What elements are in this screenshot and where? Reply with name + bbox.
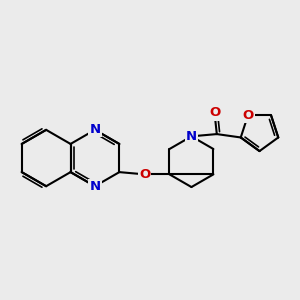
Text: O: O (242, 109, 253, 122)
Text: O: O (209, 106, 220, 119)
Text: N: N (89, 180, 100, 193)
Text: O: O (139, 168, 150, 181)
Text: N: N (186, 130, 197, 143)
Text: N: N (89, 123, 100, 136)
